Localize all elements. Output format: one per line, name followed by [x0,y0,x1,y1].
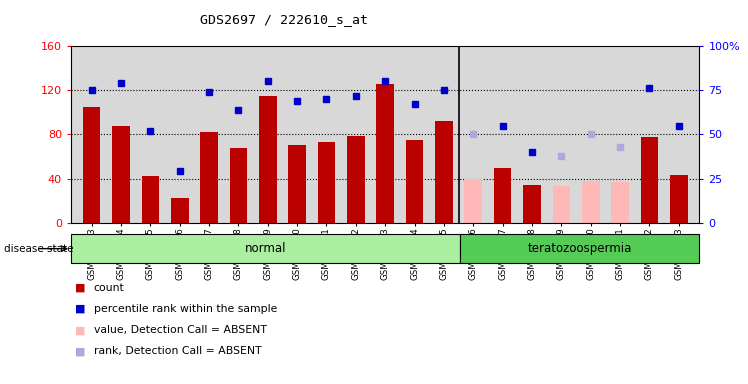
Bar [582,181,600,223]
Bar [460,234,699,263]
Bar [405,140,423,223]
Bar [83,107,100,223]
Bar [611,182,629,223]
Bar [259,96,277,223]
Bar [435,121,453,223]
Bar [523,185,541,223]
Bar [465,179,482,223]
Text: GDS2697 / 222610_s_at: GDS2697 / 222610_s_at [200,13,368,26]
Text: ■: ■ [75,346,85,356]
Text: ■: ■ [75,304,85,314]
Bar [376,84,394,223]
Bar [318,142,335,223]
Bar [288,146,306,223]
Text: rank, Detection Call = ABSENT: rank, Detection Call = ABSENT [94,346,261,356]
Bar [347,136,365,223]
Text: ■: ■ [75,325,85,335]
Bar [640,137,658,223]
Bar [200,132,218,223]
Text: ■: ■ [75,283,85,293]
Bar [171,199,188,223]
Text: normal: normal [245,242,286,255]
Bar [494,167,512,223]
Text: percentile rank within the sample: percentile rank within the sample [94,304,277,314]
Bar [112,126,130,223]
Text: disease state: disease state [4,243,73,254]
Text: value, Detection Call = ABSENT: value, Detection Call = ABSENT [94,325,266,335]
Text: count: count [94,283,124,293]
Bar [141,176,159,223]
Bar [553,186,570,223]
Text: teratozoospermia: teratozoospermia [527,242,632,255]
Bar [670,175,687,223]
Bar [230,148,248,223]
Bar [71,234,460,263]
